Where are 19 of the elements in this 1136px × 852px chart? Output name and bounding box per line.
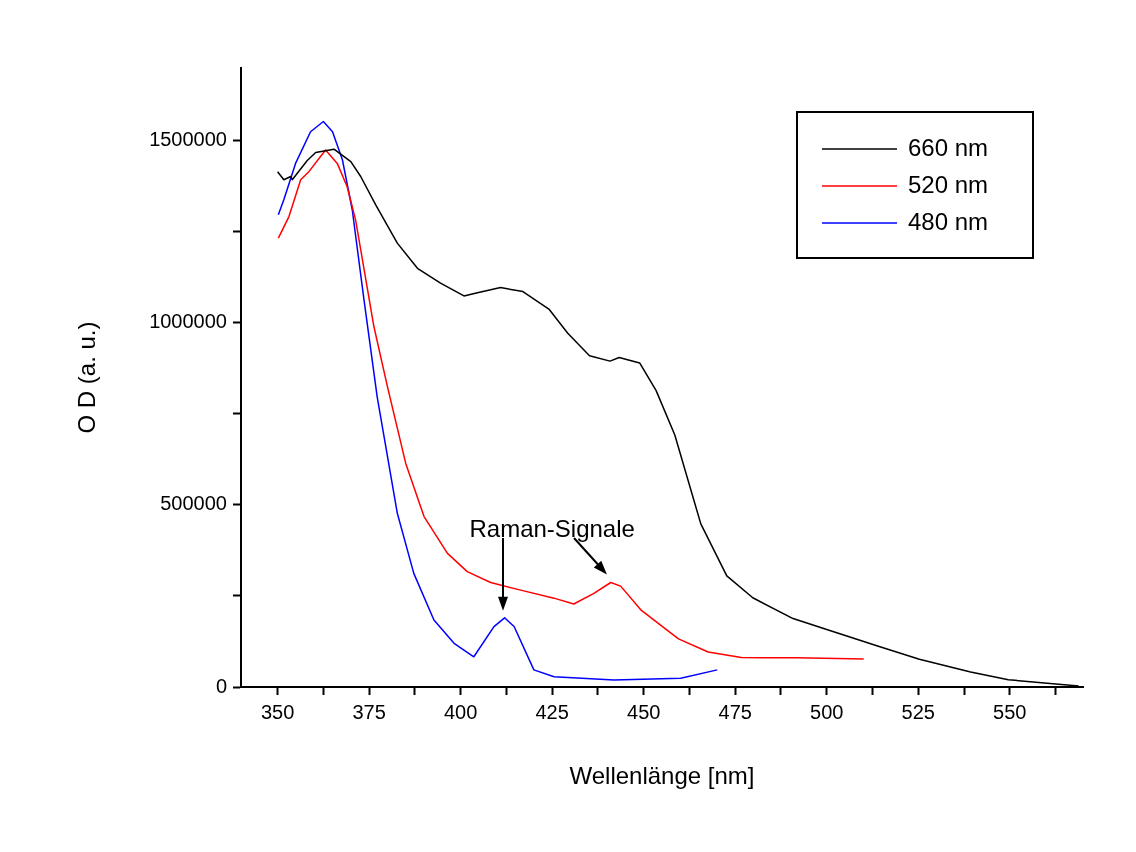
x-tick-label: 500 xyxy=(810,700,844,723)
y-tick-label: 1500000 xyxy=(149,128,227,151)
x-axis-title: Wellenlänge [nm] xyxy=(569,762,755,790)
x-tick-label: 475 xyxy=(718,700,752,723)
y-tick-label: 1000000 xyxy=(149,310,227,333)
legend-label: 660 nm xyxy=(908,133,989,161)
legend-label: 520 nm xyxy=(908,170,989,198)
x-tick-label: 350 xyxy=(260,700,295,723)
legend-label: 480 nm xyxy=(908,207,989,235)
annotation: Raman-Signale xyxy=(469,515,635,543)
y-axis-title: O D (a. u.) xyxy=(73,321,101,434)
x-tick-label: 550 xyxy=(993,700,1027,723)
x-tick-label: 400 xyxy=(443,700,478,723)
x-tick-label: 425 xyxy=(535,700,569,723)
x-tick-label: 450 xyxy=(627,700,661,723)
y-tick-label: 0 xyxy=(215,674,227,697)
x-tick-label: 375 xyxy=(352,700,386,723)
y-tick-label: 500000 xyxy=(160,492,227,515)
x-tick-label: 525 xyxy=(901,700,935,723)
